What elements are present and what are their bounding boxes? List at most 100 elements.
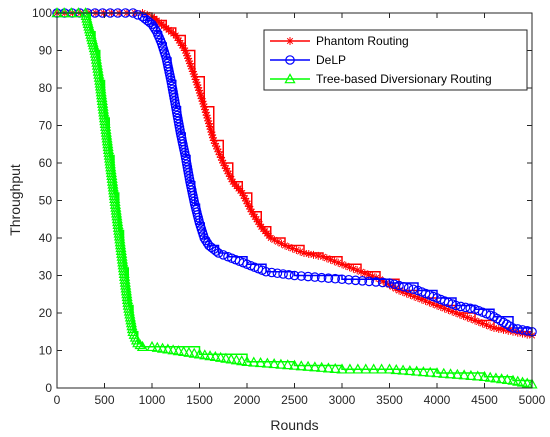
data-point-marker [478, 319, 487, 328]
data-point-marker [302, 360, 314, 371]
data-point-marker [349, 264, 358, 273]
x-tick-label: 1000 [139, 393, 166, 407]
data-point-marker [208, 130, 217, 139]
data-point-marker [213, 144, 222, 153]
legend-entries: Phantom Routing DeLP Tree-based Diversiona… [270, 34, 492, 86]
x-tick-label: 4000 [424, 393, 451, 407]
x-tick-label: 2000 [234, 393, 261, 407]
y-tick-label: 20 [39, 306, 53, 320]
y-tick-label: 40 [39, 231, 53, 245]
data-point-marker [220, 161, 229, 170]
data-point-marker [344, 363, 356, 374]
data-point-marker [517, 325, 528, 335]
data-point-marker [404, 365, 416, 376]
data-point-marker [243, 199, 252, 208]
data-point-marker [322, 254, 331, 263]
tick-layer: 0 500 1000 1500 2000 2500 3000 3500 4000 4500 5000… [32, 6, 546, 407]
data-point-marker [204, 116, 213, 125]
data-point-marker [272, 268, 283, 279]
data-point-marker [345, 263, 354, 272]
data-point-marker [266, 267, 277, 278]
data-point-marker [482, 321, 491, 329]
data-point-marker [190, 72, 199, 81]
data-point-marker [193, 348, 206, 359]
x-axis-label: Rounds [270, 417, 318, 433]
data-point-marker [417, 295, 426, 304]
data-point-marker [303, 271, 313, 282]
data-point-marker [186, 59, 194, 68]
data-point-marker [292, 246, 301, 254]
data-point-marker [132, 337, 144, 348]
data-point-marker [337, 274, 347, 285]
data-point-marker [213, 248, 224, 258]
data-point-marker [343, 274, 354, 285]
data-point-marker [185, 57, 194, 65]
data-point-marker [199, 349, 211, 360]
data-point-marker [195, 86, 204, 95]
data-point-marker [398, 281, 409, 292]
data-point-marker [174, 36, 183, 45]
data-point-marker [368, 363, 380, 374]
data-point-marker [408, 284, 419, 295]
data-point-marker [438, 367, 450, 378]
data-point-marker [330, 273, 341, 284]
data-point-marker [148, 21, 159, 32]
data-point-marker [182, 49, 191, 58]
data-point-marker [261, 266, 271, 277]
data-point-marker [289, 270, 300, 281]
data-point-marker [334, 258, 343, 267]
data-point-marker [353, 266, 362, 275]
data-point-marker [277, 239, 286, 248]
data-point-marker [448, 307, 457, 316]
legend-label: DeLP [316, 53, 346, 67]
data-point-marker [171, 31, 180, 40]
data-point-marker [249, 210, 258, 219]
data-point-marker [451, 368, 463, 379]
x-tick-label: 4500 [471, 393, 498, 407]
data-point-marker [522, 326, 533, 336]
data-point-marker [295, 360, 307, 371]
y-tick-label: 70 [39, 119, 53, 133]
x-tick-label: 2500 [281, 393, 308, 407]
data-point-marker [147, 19, 157, 30]
data-point-marker [431, 367, 443, 378]
data-point-marker [288, 244, 297, 253]
data-point-marker [184, 54, 193, 63]
y-tick-label: 80 [39, 81, 53, 95]
data-point-marker [288, 359, 301, 370]
data-point-marker [247, 207, 256, 216]
data-point-marker [202, 111, 211, 120]
data-point-marker [215, 150, 224, 159]
data-point-marker [309, 361, 321, 372]
data-point-marker [508, 323, 518, 333]
x-tick-label: 3500 [376, 393, 403, 407]
data-point-marker [261, 357, 273, 368]
data-point-marker [214, 147, 223, 156]
data-point-marker [478, 370, 491, 382]
data-point-marker [465, 303, 476, 314]
data-point-marker [398, 288, 407, 296]
data-point-marker [183, 346, 195, 357]
data-point-marker [281, 241, 289, 250]
data-point-marker [173, 34, 182, 42]
data-point-marker [270, 235, 279, 244]
data-point-marker [375, 363, 388, 374]
data-point-marker [444, 368, 457, 379]
data-point-marker [194, 83, 203, 92]
data-point-marker [425, 298, 434, 307]
data-point-marker [203, 114, 212, 122]
data-point-marker [474, 318, 483, 326]
data-point-marker [322, 362, 335, 373]
data-point-marker [411, 365, 423, 376]
legend-marker [286, 37, 294, 45]
x-tick-label: 5000 [519, 393, 546, 407]
data-point-marker [330, 257, 339, 266]
data-point-marker [494, 324, 503, 333]
data-point-marker [394, 280, 404, 291]
data-point-marker [484, 371, 496, 382]
x-tick-label: 1500 [186, 393, 213, 407]
y-tick-label: 30 [39, 269, 53, 283]
data-point-marker [326, 255, 335, 264]
data-point-marker [189, 70, 198, 79]
data-point-marker [196, 91, 205, 100]
